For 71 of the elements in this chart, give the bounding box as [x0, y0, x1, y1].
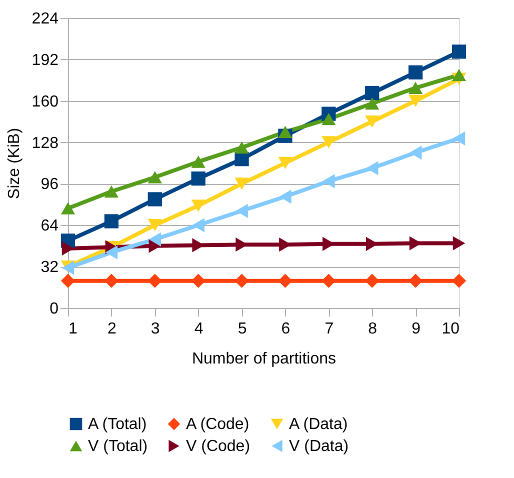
x-tick-label: 2 [107, 320, 116, 338]
y-tick-label: 96 [40, 176, 59, 194]
point [234, 152, 249, 166]
legend-label: V (Code) [186, 438, 250, 455]
point [148, 171, 162, 184]
point [148, 192, 162, 206]
point [60, 274, 76, 288]
point [62, 241, 74, 256]
x-axis-title: Number of partitions [192, 350, 336, 368]
x-tick-label: 7 [324, 320, 334, 338]
point [278, 156, 292, 170]
point [365, 86, 380, 100]
x-tick-label: 4 [194, 320, 204, 338]
y-tick-label: 192 [32, 52, 59, 69]
legend-label: V (Data) [289, 438, 349, 455]
point [191, 171, 206, 186]
point [452, 131, 466, 146]
x-tick-label: 8 [368, 320, 378, 338]
point [408, 82, 423, 94]
point [104, 185, 119, 198]
point [278, 274, 292, 288]
legend-label: A (Code) [186, 416, 250, 433]
point [148, 274, 162, 288]
point [322, 112, 336, 126]
point [452, 68, 466, 82]
point [234, 141, 249, 154]
point [408, 274, 423, 288]
point [104, 274, 119, 288]
point [322, 136, 336, 148]
point [279, 190, 292, 204]
point [366, 161, 378, 176]
x-tick-label: 1 [68, 320, 78, 338]
x-tick-label: 3 [150, 320, 160, 338]
point [452, 44, 466, 59]
point [408, 94, 423, 107]
point [452, 236, 466, 250]
point [409, 146, 422, 160]
point [148, 232, 162, 246]
point [236, 204, 248, 218]
x-tick-label: 6 [281, 320, 290, 338]
point [191, 156, 206, 168]
point [148, 219, 162, 232]
legend-label: V (Total) [88, 438, 148, 455]
legend-label: A (Data) [289, 416, 348, 433]
point [104, 214, 119, 228]
y-tick-label: 160 [32, 93, 59, 110]
y-tick-label: 0 [50, 300, 59, 318]
point [60, 202, 76, 214]
point [365, 274, 380, 288]
y-tick-label: 128 [32, 134, 59, 152]
x-tick-label: 9 [412, 320, 421, 338]
point [105, 245, 118, 260]
y-tick-label: 64 [40, 218, 59, 235]
legend-label: A (Total) [88, 416, 147, 433]
point [278, 126, 292, 138]
point [452, 274, 466, 288]
point [191, 200, 206, 212]
point [191, 274, 206, 288]
point [365, 97, 380, 110]
point [365, 115, 380, 128]
point [234, 274, 249, 288]
point [192, 218, 204, 232]
point [234, 178, 249, 190]
point [322, 174, 335, 188]
point [408, 65, 423, 80]
x-tick-label: 5 [238, 320, 247, 338]
point [322, 274, 336, 288]
x-tick-label: 10 [442, 320, 460, 338]
y-axis-title: Size (KiB) [6, 128, 23, 200]
y-tick-label: 32 [40, 259, 59, 276]
y-tick-label: 224 [32, 10, 59, 28]
